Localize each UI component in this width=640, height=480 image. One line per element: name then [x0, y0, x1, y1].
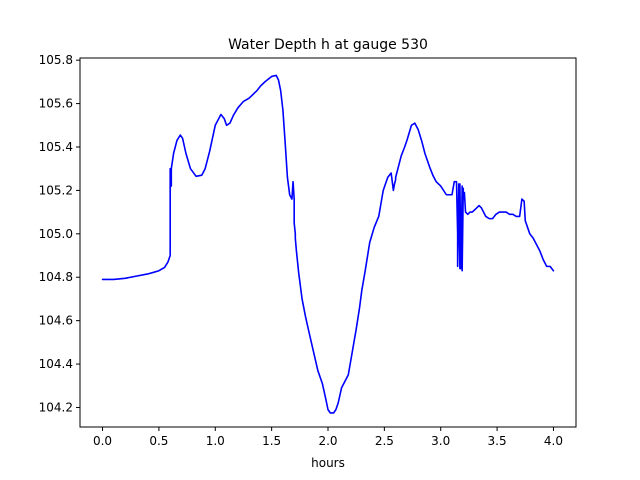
x-tick-label: 3.5 — [488, 434, 507, 448]
y-tick-label: 104.2 — [39, 400, 73, 414]
series-line-0 — [101, 74, 555, 414]
x-axis: 0.0 0.5 1.0 1.5 2.0 2.5 3.0 3.5 4.0 — [93, 427, 563, 448]
y-axis: 104.2 104.4 104.6 104.8 105.0 105.2 105.4 105.6… — [39, 53, 80, 414]
chart-title: Water Depth h at gauge 530 — [228, 37, 428, 53]
y-tick-label: 105.4 — [39, 140, 73, 154]
x-tick-label: 0.5 — [149, 434, 168, 448]
x-tick-label: 1.0 — [206, 434, 225, 448]
x-tick-label: 2.0 — [318, 434, 337, 448]
y-tick-label: 105.8 — [39, 53, 73, 67]
y-tick-label: 104.8 — [39, 270, 73, 284]
y-tick-label: 104.4 — [39, 357, 73, 371]
y-tick-label: 105.6 — [39, 97, 73, 111]
x-tick-label: 2.5 — [375, 434, 394, 448]
y-tick-label: 105.0 — [39, 227, 73, 241]
x-axis-label: hours — [311, 456, 345, 470]
x-tick-label: 4.0 — [544, 434, 563, 448]
series-layer — [101, 74, 555, 414]
x-tick-label: 0.0 — [93, 434, 112, 448]
y-tick-label: 105.2 — [39, 183, 73, 197]
y-tick-label: 104.6 — [39, 314, 73, 328]
x-tick-label: 1.5 — [262, 434, 281, 448]
x-tick-label: 3.0 — [431, 434, 450, 448]
